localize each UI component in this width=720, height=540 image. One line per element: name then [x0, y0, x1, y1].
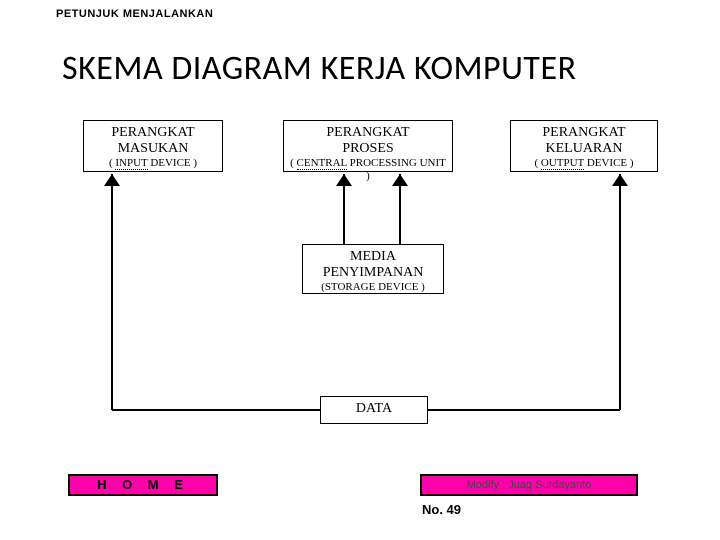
node-storage-sub-rest: DEVICE ) [375, 281, 425, 293]
home-button-label: H O M E [97, 477, 189, 492]
node-process-line1a: PERANGKAT [326, 125, 409, 140]
node-data: DATA [320, 396, 428, 424]
node-process-sub-u: CENTRAL [297, 157, 347, 170]
node-storage-sub-u: STORAGE [325, 281, 376, 294]
main-title: SKEMA DIAGRAM KERJA KOMPUTER [62, 48, 577, 89]
node-input-line1a: PERANGKAT [111, 125, 194, 140]
node-storage-line1b: PENYIMPANAN [323, 265, 424, 280]
node-process-sub-rest: PROCESSING UNIT ) [347, 157, 446, 182]
node-process-line1b: PROSES [342, 141, 393, 156]
node-input-line1b: MASUKAN [118, 141, 189, 156]
credit-text: Modify : Juag Surdayanto [467, 479, 592, 491]
header-label: PETUNJUK MENJALANKAN [56, 8, 213, 20]
node-input-sub-u: INPUT [115, 157, 147, 170]
node-process: PERANGKAT PROSES ( CENTRAL PROCESSING UN… [283, 120, 453, 172]
node-output-sub-open: ( [534, 157, 540, 169]
node-input-sub-rest: DEVICE ) [148, 157, 198, 169]
node-storage-device: MEDIA PENYIMPANAN (STORAGE DEVICE ) [302, 244, 444, 294]
node-output-sub-rest: DEVICE ) [584, 157, 634, 169]
node-input-device: PERANGKAT MASUKAN ( INPUT DEVICE ) [83, 120, 223, 172]
node-process-sub-open: ( [290, 157, 296, 169]
node-output-line1b: KELUARAN [546, 141, 623, 156]
credit-box: Modify : Juag Surdayanto [420, 474, 638, 496]
node-output-sub-u: OUTPUT [541, 157, 584, 170]
node-output-device: PERANGKAT KELUARAN ( OUTPUT DEVICE ) [510, 120, 658, 172]
node-output-line1a: PERANGKAT [542, 125, 625, 140]
page-number: No. 49 [422, 502, 461, 517]
home-button[interactable]: H O M E [68, 474, 218, 496]
node-data-label: DATA [356, 401, 392, 416]
node-storage-line1a: MEDIA [350, 249, 396, 264]
